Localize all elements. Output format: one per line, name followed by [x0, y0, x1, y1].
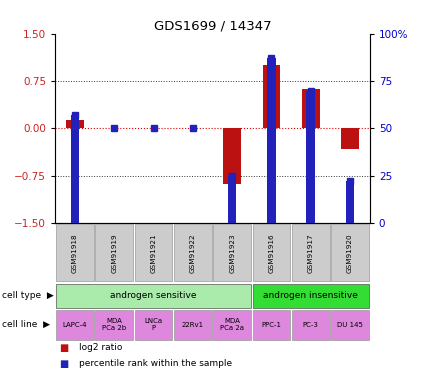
Text: GSM91917: GSM91917: [308, 233, 314, 273]
Text: GSM91916: GSM91916: [269, 233, 275, 273]
Bar: [228, 176, 236, 223]
Text: GSM91922: GSM91922: [190, 233, 196, 273]
Text: androgen insensitive: androgen insensitive: [264, 291, 358, 300]
Bar: [263, 65, 280, 129]
Title: GDS1699 / 14347: GDS1699 / 14347: [154, 20, 271, 33]
Text: GSM91918: GSM91918: [72, 233, 78, 273]
Bar: [302, 89, 320, 129]
Text: percentile rank within the sample: percentile rank within the sample: [79, 358, 232, 368]
Text: PC-3: PC-3: [303, 322, 319, 328]
Text: androgen sensitive: androgen sensitive: [110, 291, 197, 300]
Text: cell type  ▶: cell type ▶: [2, 291, 54, 300]
Bar: [71, 115, 79, 223]
Bar: [306, 91, 315, 223]
Bar: [223, 129, 241, 184]
Bar: [66, 120, 84, 129]
Bar: [267, 58, 276, 223]
Bar: [341, 129, 359, 148]
Text: ■: ■: [60, 343, 69, 353]
Text: GSM91920: GSM91920: [347, 233, 353, 273]
Text: GSM91921: GSM91921: [150, 233, 156, 273]
Text: GSM91923: GSM91923: [229, 233, 235, 273]
Text: PPC-1: PPC-1: [261, 322, 281, 328]
Text: DU 145: DU 145: [337, 322, 363, 328]
Text: MDA
PCa 2b: MDA PCa 2b: [102, 318, 126, 332]
Text: LNCa
P: LNCa P: [144, 318, 163, 332]
Text: cell line  ▶: cell line ▶: [2, 320, 50, 329]
Bar: [346, 182, 354, 223]
Text: ■: ■: [60, 358, 69, 369]
Text: log2 ratio: log2 ratio: [79, 343, 122, 352]
Text: LAPC-4: LAPC-4: [62, 322, 87, 328]
Text: MDA
PCa 2a: MDA PCa 2a: [220, 318, 244, 332]
Text: 22Rv1: 22Rv1: [182, 322, 204, 328]
Text: GSM91919: GSM91919: [111, 233, 117, 273]
